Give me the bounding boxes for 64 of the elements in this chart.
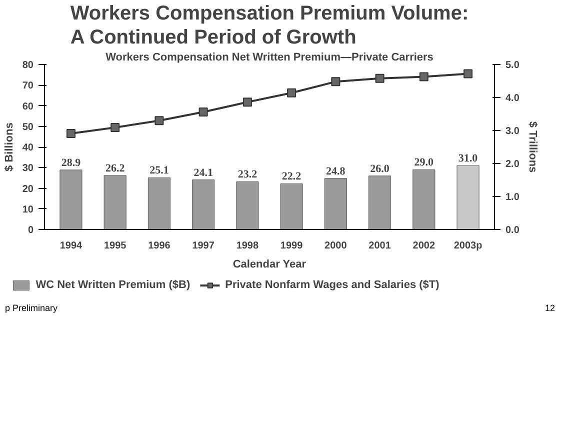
y-axis-title: $ Billions xyxy=(3,122,16,172)
bar xyxy=(412,169,436,230)
point xyxy=(242,98,252,107)
y-tick-label: 20 xyxy=(22,184,34,195)
bar xyxy=(324,178,347,230)
x-tick-label: 1997 xyxy=(192,240,215,252)
y-tick-label: 0 xyxy=(28,225,34,236)
y-tick-label: 10 xyxy=(22,204,34,216)
legend-label: Private Nonfarm Wages and Salaries ($T) xyxy=(225,279,440,291)
bar xyxy=(192,180,215,230)
point xyxy=(198,108,208,117)
bar xyxy=(104,175,126,230)
y2-tick-label: 5.0 xyxy=(506,60,520,71)
y2-axis-title: $ Trillions xyxy=(526,121,538,173)
point xyxy=(154,116,164,126)
y2-tick-label: 3.0 xyxy=(506,126,520,137)
data-label: 22.2 xyxy=(282,170,302,183)
y2-tick-label: 0.0 xyxy=(506,225,520,236)
x-tick-label: 2002 xyxy=(412,240,436,252)
point xyxy=(375,74,384,83)
x-axis-title: Calendar Year xyxy=(232,258,307,270)
point xyxy=(331,77,340,86)
bar xyxy=(280,183,303,230)
data-label: 25.1 xyxy=(150,164,169,177)
chart-subtitle: Workers Compensation Net Written Premium—Private Carriers xyxy=(106,52,434,64)
x-tick-label: 1994 xyxy=(60,240,83,252)
x-tick-label: 2000 xyxy=(324,240,348,252)
data-label: 24.8 xyxy=(326,165,346,178)
text: p Preliminary xyxy=(5,302,58,315)
data-label: 29.0 xyxy=(414,156,434,169)
x-tick-label: 1996 xyxy=(148,240,171,252)
x-tick-label: 1999 xyxy=(280,240,304,252)
x-tick-label: 1995 xyxy=(104,240,127,252)
bar xyxy=(60,170,82,230)
data-label: 24.1 xyxy=(194,166,213,179)
chart-title: Workers Compensation Premium Volume: A Continued Period of Growth xyxy=(70,2,469,48)
legend-label: WC Net Written Premium ($B) xyxy=(36,279,190,291)
y-tick-label: 70 xyxy=(22,80,34,92)
text: 12 xyxy=(544,302,555,315)
point xyxy=(419,72,428,82)
data-label: 26.0 xyxy=(370,162,390,175)
y-tick-label: 80 xyxy=(22,60,34,71)
y-tick-label: 50 xyxy=(22,122,34,133)
data-label: 31.0 xyxy=(458,152,478,165)
data-label: 26.2 xyxy=(105,162,126,174)
bar xyxy=(236,181,259,230)
y-tick-label: 60 xyxy=(22,101,34,112)
x-tick-label: 2003p xyxy=(454,240,482,252)
point xyxy=(464,69,473,78)
data-label: 23.2 xyxy=(238,168,258,181)
point xyxy=(287,88,296,98)
point xyxy=(110,123,120,132)
x-tick-label: 2001 xyxy=(368,240,392,252)
bar xyxy=(456,165,480,230)
y-tick-label: 30 xyxy=(22,163,34,174)
data-label: 28.9 xyxy=(61,156,82,169)
bar xyxy=(368,176,392,230)
y2-tick-label: 4.0 xyxy=(506,93,520,104)
bar xyxy=(148,177,170,230)
y2-tick-label: 1.0 xyxy=(506,192,520,203)
x-tick-label: 1998 xyxy=(236,240,260,252)
y2-tick-label: 2.0 xyxy=(506,159,520,170)
point xyxy=(66,128,76,138)
y-tick-label: 40 xyxy=(22,142,34,154)
